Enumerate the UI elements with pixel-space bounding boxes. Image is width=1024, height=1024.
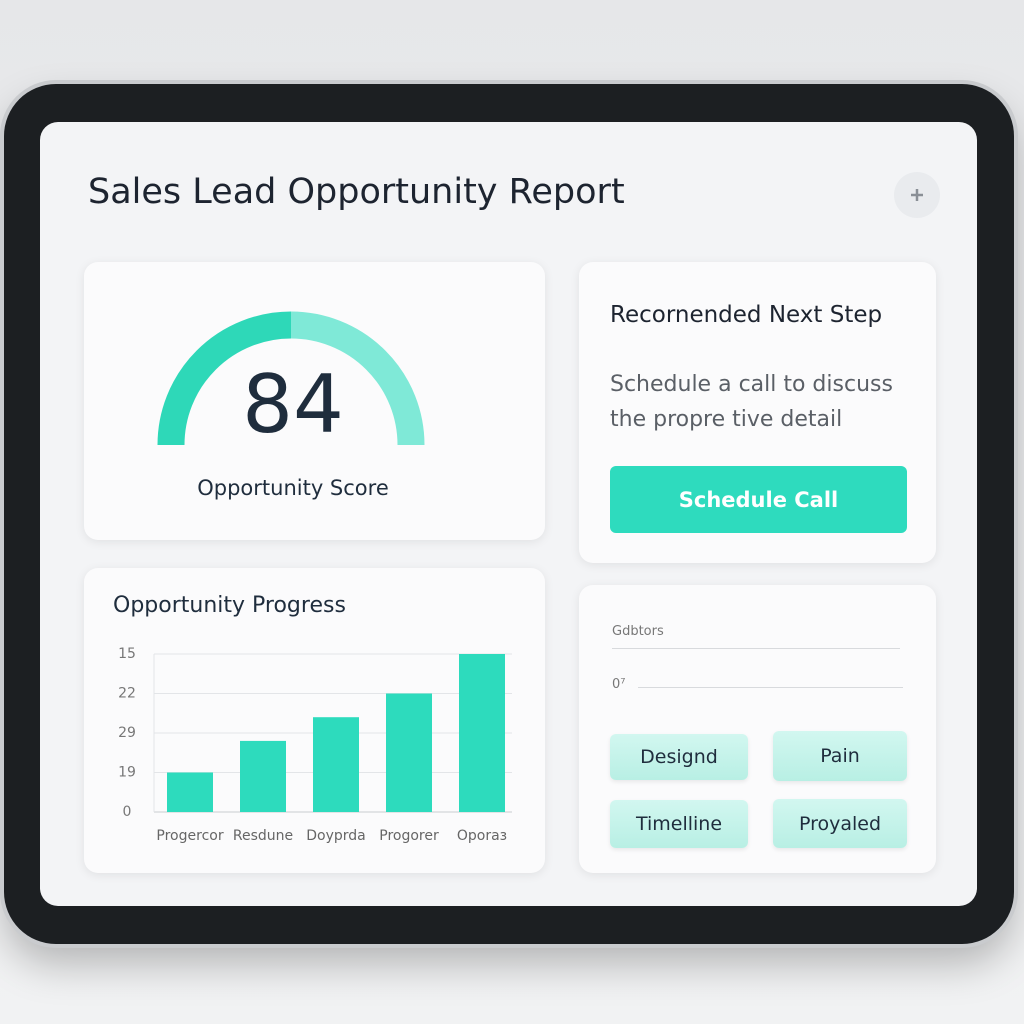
y-tick-label: 22 [118, 686, 136, 702]
score-label: Opportunity Score [197, 476, 389, 500]
y-tick-label: 0 [123, 804, 132, 820]
x-tick-label: Resdune [233, 828, 293, 844]
divider [612, 648, 900, 649]
score-value: 84 [242, 358, 344, 451]
tag[interactable]: Proyaled [773, 799, 907, 848]
divider [638, 687, 903, 688]
x-tick-label: Progorer [379, 828, 439, 844]
gauge-track [290, 311, 425, 446]
schedule-call-button[interactable]: Schedule Call [610, 466, 907, 533]
x-tick-label: Progercor [156, 828, 223, 844]
y-tick-label: 29 [118, 725, 136, 741]
tag[interactable]: Timelline [610, 800, 748, 848]
add-icon [911, 189, 923, 201]
tag[interactable]: Designd [610, 734, 748, 780]
bar [386, 693, 432, 812]
bar [313, 717, 359, 812]
next-step-title: Recornended Next Step [610, 302, 883, 328]
bar [167, 772, 213, 812]
factors-value: 0⁷ [612, 677, 626, 692]
x-tick-label: Doyprda [306, 828, 366, 844]
y-tick-label: 15 [118, 646, 136, 662]
x-tick-label: Oporaз [457, 828, 507, 844]
y-tick-label: 19 [118, 765, 136, 781]
gauge-fill [157, 311, 292, 446]
bar [459, 654, 505, 812]
bar [240, 740, 286, 812]
factors-label: Gdbtors [612, 624, 664, 639]
score-card [84, 262, 545, 540]
tag[interactable]: Pain [773, 731, 907, 781]
chart-title: Opportunity Progress [113, 593, 346, 618]
next-step-text: Schedule a call to discuss [610, 372, 893, 397]
report-title: Sales Lead Opportunity Report [88, 172, 625, 212]
next-step-text: the propre tive detail [610, 407, 843, 432]
